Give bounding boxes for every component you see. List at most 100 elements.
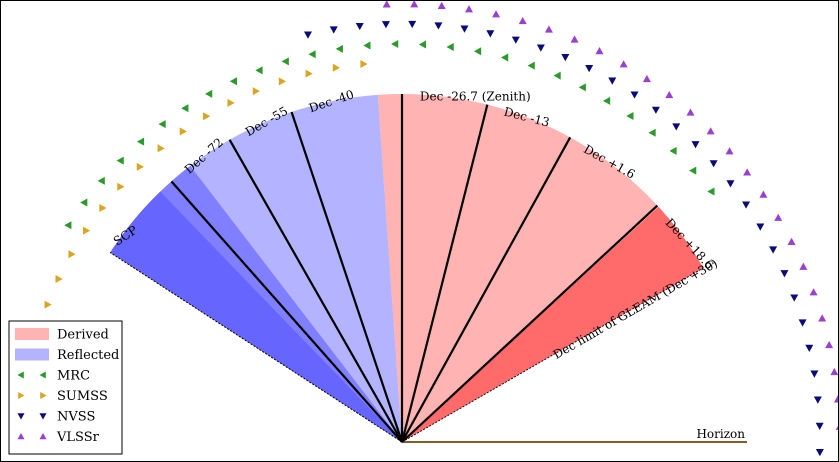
- survey-marker: [408, 20, 417, 29]
- survey-marker: [585, 65, 594, 73]
- survey-marker: [689, 166, 697, 175]
- survey-marker: [446, 42, 454, 51]
- survey-marker: [99, 204, 107, 213]
- survey-marker: [281, 57, 289, 66]
- survey-marker: [642, 74, 651, 83]
- survey-marker: [117, 182, 125, 191]
- survey-marker: [179, 127, 187, 136]
- survey-marker: [40, 392, 47, 399]
- survey-marker: [527, 61, 535, 70]
- survey-marker: [799, 262, 808, 270]
- survey-markers: [35, 1, 838, 457]
- survey-marker: [39, 433, 47, 440]
- survey-marker: [707, 187, 715, 196]
- sky-fan: [110, 93, 704, 443]
- legend-swatch: [15, 348, 49, 361]
- survey-marker: [227, 98, 235, 107]
- legend-label: Reflected: [57, 348, 119, 363]
- survey-marker: [136, 137, 145, 146]
- survey-marker: [486, 30, 495, 38]
- survey-marker: [665, 90, 674, 99]
- survey-marker: [97, 176, 105, 185]
- dec-line: [401, 204, 659, 443]
- derived-dark-sector: [402, 206, 704, 442]
- survey-marker: [473, 47, 482, 56]
- survey-marker: [382, 1, 391, 8]
- survey-marker: [790, 294, 799, 302]
- survey-marker: [809, 288, 818, 296]
- survey-marker: [648, 128, 656, 137]
- survey-marker: [726, 180, 735, 188]
- dec-line: [400, 104, 489, 443]
- survey-marker: [329, 26, 338, 34]
- survey-marker: [205, 89, 213, 98]
- survey-marker: [602, 96, 611, 105]
- survey-marker: [787, 237, 796, 245]
- survey-marker: [805, 344, 814, 352]
- survey-marker: [305, 69, 313, 78]
- survey-marker: [437, 1, 446, 10]
- legend-box: [8, 320, 123, 455]
- survey-marker: [619, 60, 628, 68]
- dec-line: [170, 180, 403, 443]
- survey-marker: [608, 77, 617, 85]
- survey-marker: [255, 66, 263, 75]
- legend-swatch: [15, 328, 49, 340]
- survey-marker: [68, 250, 76, 259]
- legend-label: VLSSr: [56, 430, 100, 445]
- survey-marker: [363, 41, 371, 50]
- survey-marker: [691, 141, 700, 149]
- survey-marker: [756, 223, 765, 231]
- survey-marker: [810, 370, 819, 378]
- legend: Derived Reflected MRC SUMSS NVSS VLSSr: [8, 320, 123, 455]
- survey-marker: [669, 146, 677, 155]
- survey-marker: [203, 112, 211, 121]
- survey-marker: [181, 104, 189, 113]
- survey-marker: [17, 371, 24, 379]
- survey-marker: [672, 123, 681, 131]
- survey-marker: [229, 77, 237, 86]
- survey-marker: [825, 340, 834, 349]
- scp-dotted-boundary: [109, 252, 403, 443]
- survey-marker: [833, 395, 838, 403]
- survey-marker: [553, 71, 561, 80]
- survey-marker: [743, 168, 752, 176]
- survey-marker: [418, 40, 427, 49]
- survey-marker: [434, 22, 443, 30]
- survey-marker: [252, 87, 260, 96]
- survey-marker: [769, 246, 778, 254]
- survey-marker: [818, 314, 827, 322]
- survey-marker: [460, 25, 469, 33]
- survey-marker: [835, 425, 838, 430]
- survey-marker: [157, 144, 165, 153]
- survey-marker: [536, 44, 545, 52]
- survey-marker: [626, 111, 634, 120]
- survey-marker: [706, 127, 715, 135]
- derived-sector: [377, 93, 704, 442]
- legend-label: Derived: [57, 328, 109, 343]
- survey-marker: [630, 91, 639, 99]
- survey-marker: [780, 270, 789, 278]
- survey-marker: [83, 226, 91, 235]
- survey-marker: [116, 156, 124, 165]
- survey-marker: [774, 213, 783, 221]
- survey-marker: [158, 120, 166, 129]
- survey-marker: [18, 392, 25, 399]
- legend-label: SUMSS: [57, 389, 108, 404]
- survey-marker: [39, 371, 46, 379]
- gleam-dotted-boundary: [401, 267, 704, 443]
- survey-marker: [465, 5, 474, 13]
- survey-marker: [278, 77, 287, 86]
- survey-marker: [725, 147, 734, 155]
- survey-marker: [561, 54, 570, 62]
- survey-marker: [578, 83, 586, 92]
- survey-marker: [136, 162, 144, 171]
- survey-marker: [815, 449, 824, 457]
- survey-marker: [332, 63, 341, 72]
- dec-line-label: Dec -26.7 (Zenith): [420, 89, 531, 103]
- survey-marker: [17, 433, 25, 440]
- horizon-label: Horizon: [696, 427, 745, 441]
- survey-marker: [360, 59, 368, 68]
- survey-marker: [410, 1, 419, 8]
